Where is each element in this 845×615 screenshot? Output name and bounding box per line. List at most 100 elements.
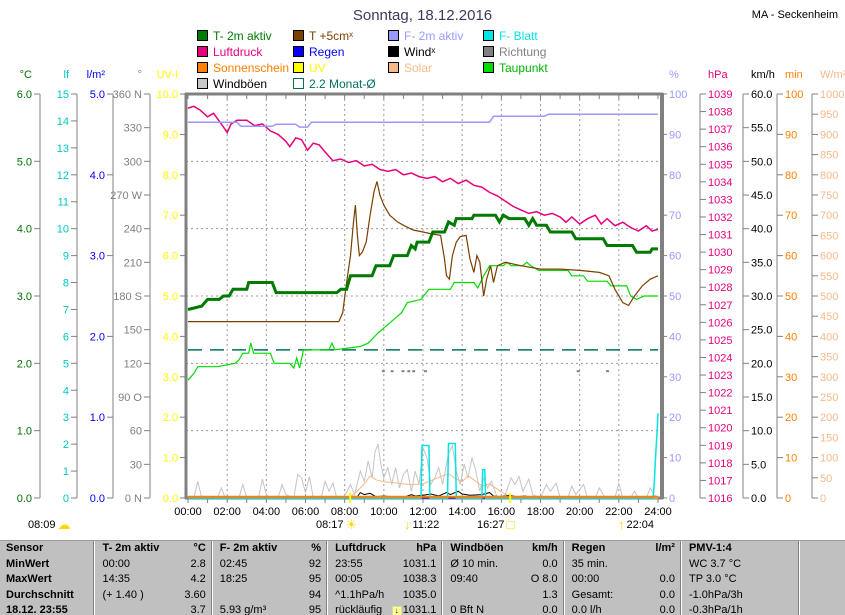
cell-spacer <box>798 556 845 572</box>
axis-tick-label-pressure: 1028 <box>708 282 732 294</box>
table-header-row: Sensor T- 2m aktiv °C F- 2m aktiv% Luftdr… <box>0 541 845 557</box>
axis-tick-label-pressure: 1019 <box>708 440 732 452</box>
cell: 1.3 <box>441 587 562 603</box>
axis-tick-label-pressure: 1023 <box>708 370 732 382</box>
cell: Ø 10 min. 0.0 <box>441 556 562 572</box>
legend-swatch <box>293 62 304 73</box>
axis-tick-label-temp: 3.0 <box>17 291 32 303</box>
axis-tick-label-uv: 8.0 <box>163 170 178 182</box>
legend-item-taupunkt: Taupunkt <box>483 61 548 75</box>
axis-tick-label-windspeed: 40.0 <box>751 224 772 236</box>
axis-tick-label-windspeed: 35.0 <box>751 257 772 269</box>
axis-tick-label-humidity-lf: 12 <box>57 170 69 182</box>
legend-swatch <box>197 46 208 57</box>
axis-title-temp: °C <box>20 69 32 81</box>
axis-tick-label-windspeed: 15.0 <box>751 392 772 404</box>
axis-tick-label-humidity-lf: 3 <box>63 412 69 424</box>
cell: (+ 1.40 ) 3.60 <box>93 587 210 603</box>
legend-item-windboeen: Windböen <box>197 77 267 91</box>
axis-tick-label-direction: 150 <box>124 325 142 337</box>
cell: 18:25 95 <box>210 572 326 588</box>
axis-tick-label-temp: 1.0 <box>17 426 32 438</box>
axis-tick-label-rain: 4.0 <box>90 170 105 182</box>
axis-tick-label-uv: 1.0 <box>163 453 178 465</box>
axis-tick-label-humidity-lf: 5 <box>63 358 69 370</box>
header-luftdruck: Luftdruck hPa <box>326 541 441 557</box>
axis-tick-label-solar: 500 <box>820 291 838 303</box>
x-tick-label: 14:00 <box>448 506 476 518</box>
cell: ^1.1hPa/h 1035.0 <box>326 587 441 603</box>
x-tick-label: 22:00 <box>605 506 633 518</box>
axis-tick-label-percent: 10 <box>669 453 681 465</box>
axis-tick-label-direction: 180 S <box>113 291 142 303</box>
series-t2m <box>187 213 658 311</box>
cell: 94 <box>210 587 326 603</box>
legend-label: T +5cmˣ <box>309 29 354 43</box>
cell-pmv: -1.0hPa/3h <box>679 587 798 603</box>
row-label: MaxWert <box>6 573 52 585</box>
legend-item-f2m: F- 2m aktiv <box>388 29 463 43</box>
trend-down-icon: ↓ <box>391 606 402 615</box>
series-f2m <box>188 113 658 128</box>
series-luftdruck <box>187 105 659 232</box>
marker-sunrise: 08:17 ☀ <box>316 517 359 533</box>
cell: 23:55 1031.1 <box>326 556 441 572</box>
series-t5cm <box>188 181 659 323</box>
axis-tick-label-percent: 80 <box>669 170 681 182</box>
axis-tick-label-direction: 240 <box>124 224 142 236</box>
axis-tick-label-windspeed: 45.0 <box>751 190 772 202</box>
marker-time: 11:22 <box>412 519 440 531</box>
axis-tick-label-humidity-lf: 14 <box>57 116 69 128</box>
legend-item-luftdruck: Luftdruck <box>197 45 262 59</box>
legend-label: Windböen <box>213 77 268 91</box>
legend-label: 2.2 Monat-Ø <box>309 77 376 91</box>
axis-tick-label-pressure: 1037 <box>708 124 732 136</box>
legend-swatch <box>293 30 304 41</box>
axis-tick-label-sunshine: 40 <box>785 331 797 343</box>
legend-label: Taupunkt <box>499 61 548 75</box>
axis-tick-label-percent: 50 <box>669 291 681 303</box>
axis-tick-label-humidity-lf: 2 <box>63 439 69 451</box>
table-row-maxwert: MaxWert 14:35 4.2 18:25 95 00:05 1038.3 09:… <box>0 572 845 588</box>
arrow-up-icon: ↑ <box>618 517 625 532</box>
cell: rückläufig ↓ 1031.1 <box>326 603 441 615</box>
axis-tick-label-pressure: 1016 <box>708 493 732 505</box>
axis-tick-label-direction: 300 <box>124 156 142 168</box>
axis-tick-label-windspeed: 5.0 <box>751 459 766 471</box>
axis-title-windspeed: km/h <box>751 69 775 81</box>
legend-label: UV <box>309 61 326 75</box>
axis-tick-label-rain: 1.0 <box>90 412 105 424</box>
axis-tick-label-humidity-lf: 7 <box>63 304 69 316</box>
axis-tick-label-uv: 3.0 <box>163 372 178 384</box>
axis-title-uv: UV-I <box>157 69 178 81</box>
axis-tick-label-solar: 650 <box>820 230 838 242</box>
legend-swatch <box>483 46 494 57</box>
cell: 0.0 l/h 0.0 <box>562 603 680 615</box>
axis-tick-label-solar: 550 <box>820 271 838 283</box>
axis-tick-label-windspeed: 30.0 <box>751 291 772 303</box>
axis-tick-label-pressure: 1025 <box>708 335 732 347</box>
axis-tick-label-solar: 50 <box>820 473 832 485</box>
axis-tick-label-solar: 950 <box>820 109 838 121</box>
header-windboeen: Windböen km/h <box>441 541 562 557</box>
axis-tick-label-pressure: 1031 <box>708 230 732 242</box>
marker-0809: 08:09 ☁ <box>28 517 73 533</box>
stats-table: Sensor T- 2m aktiv °C F- 2m aktiv% Luftdr… <box>0 540 845 615</box>
legend-swatch <box>197 78 208 89</box>
marker-time: 22:04 <box>626 519 655 531</box>
cloud-icon: ☁ <box>57 517 71 532</box>
legend-label: Solar <box>404 61 433 75</box>
cell-pmv: -0.3hPa/1h <box>679 603 798 615</box>
axis-tick-label-solar: 750 <box>820 190 838 202</box>
axis-tick-label-solar: 150 <box>820 432 838 444</box>
axis-tick-label-sunshine: 60 <box>785 251 797 263</box>
legend-swatch <box>388 46 399 57</box>
cell: 00:00 0.0 <box>562 572 680 588</box>
legend-swatch <box>388 30 399 41</box>
marker-sunset: 16:27 □ <box>477 517 516 532</box>
legend-item-richtung: Richtung <box>483 45 546 59</box>
cell: 09:40 O 8.0 <box>441 572 562 588</box>
x-tick-label: 24:00 <box>644 506 672 518</box>
legend-item-wind: Windˣ <box>388 45 435 59</box>
legend-label: Richtung <box>499 45 547 59</box>
